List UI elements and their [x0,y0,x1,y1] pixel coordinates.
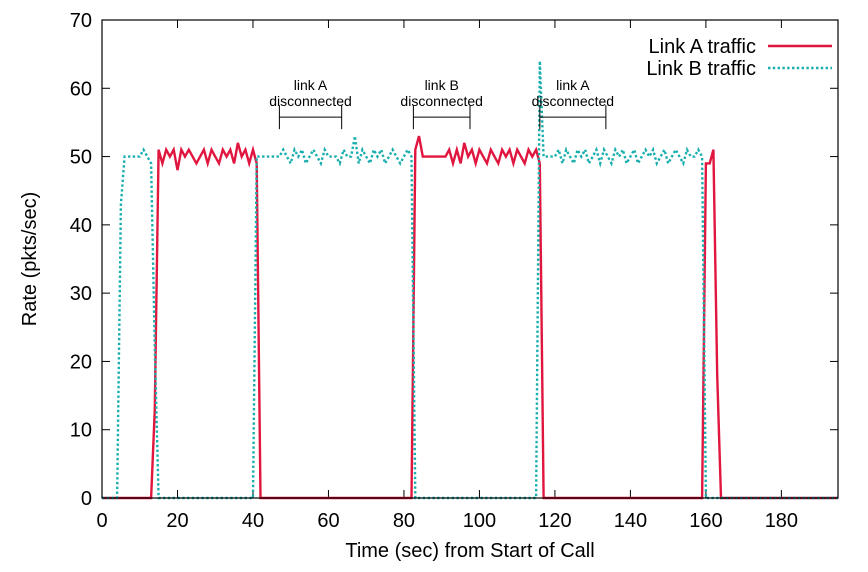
x-tick-label: 100 [463,510,496,532]
plot-frame [101,19,839,499]
y-tick-label: 30 [70,283,92,305]
x-tick-label: 160 [689,510,722,532]
annotation-line1: link A [556,77,590,93]
x-axis-label: Time (sec) from Start of Call [345,540,594,562]
x-tick-label: 120 [538,510,571,532]
axis-ticks: 0 20 40 60 80 100 120 140 160 180 0 10 20 30 40 50 60 70 [70,10,838,532]
y-tick-label: 60 [70,78,92,100]
annotation-line2: disconnected [269,93,352,109]
y-tick-label: 70 [70,10,92,32]
series-line-link-b [102,60,838,500]
annotation-line2: disconnected [400,93,483,109]
series-layer [102,60,838,500]
legend: Link A traffic Link B traffic [646,36,832,80]
annotation-line1: link A [294,77,328,93]
legend-label-link-a: Link A traffic [649,36,756,58]
x-tick-label: 0 [96,510,107,532]
y-tick-label: 0 [81,488,92,510]
y-tick-label: 40 [70,215,92,237]
y-tick-label: 20 [70,351,92,373]
x-tick-label: 140 [614,510,647,532]
legend-label-link-b: Link B traffic [646,58,756,80]
y-axis-label: Rate (pkts/sec) [19,192,41,326]
annotation-line1: link B [425,77,459,93]
annotation-line2: disconnected [532,93,615,109]
x-tick-label: 20 [166,510,188,532]
x-tick-label: 180 [765,510,798,532]
x-tick-label: 80 [393,510,415,532]
x-tick-label: 40 [242,510,264,532]
y-tick-label: 10 [70,420,92,442]
y-tick-label: 50 [70,147,92,169]
series-line-link-a [102,135,838,500]
x-tick-label: 60 [317,510,339,532]
